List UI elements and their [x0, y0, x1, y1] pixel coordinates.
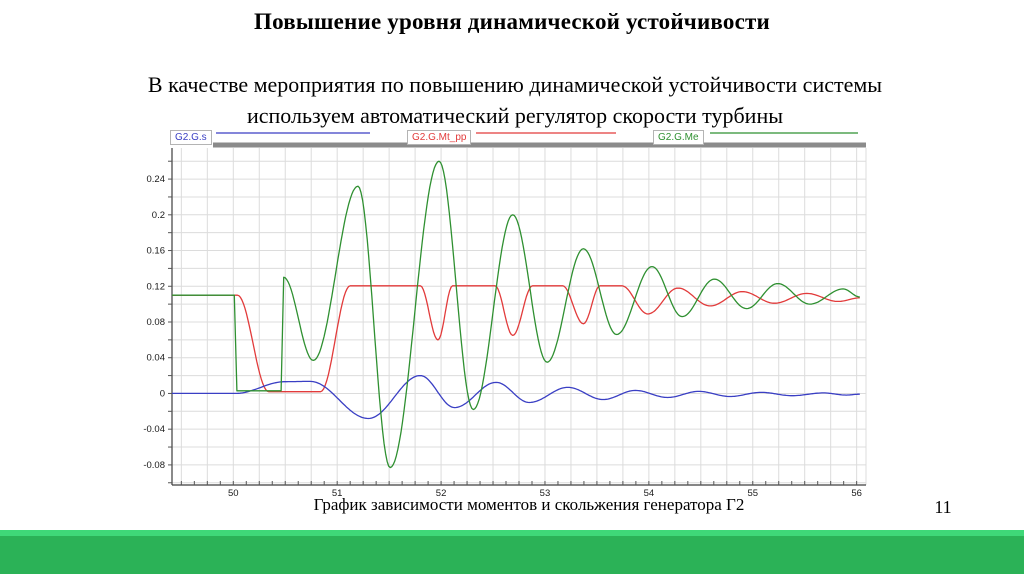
slide-title: Повышение уровня динамической устойчивос… [254, 9, 770, 34]
chart-gridlines [172, 148, 867, 485]
slide-body-line-2: используем автоматический регулятор скор… [246, 103, 784, 128]
chart-tick-labels: 50 51 52 53 54 55 56 0.24 0.2 0.16 0.12 0.08 0.04 0 -0… [143, 174, 862, 499]
legend-item-g2-g-mt-pp: G2.G.Mt_pp [407, 130, 472, 145]
series-g2-g-mt-pp-curve [172, 285, 860, 393]
x-tick-label: 52 [436, 488, 447, 499]
series-g2-g-s-curve [172, 374, 860, 420]
chart-top-bar [213, 142, 866, 148]
y-tick-label: 0.12 [147, 281, 166, 292]
chart-ticks [168, 160, 858, 485]
chart-curves [172, 160, 860, 469]
slide-body: В качестве мероприятия по повышению дина… [40, 69, 990, 131]
y-tick-label: 0.04 [147, 353, 166, 364]
y-tick-label: -0.08 [143, 460, 165, 471]
chart-caption: График зависимости моментов и скольжения… [313, 495, 745, 514]
y-tick-label: 0.08 [147, 317, 166, 328]
x-tick-label: 54 [644, 488, 655, 499]
footer-accent-stripe [0, 530, 1024, 536]
x-tick-label: 51 [332, 488, 343, 499]
y-tick-label: 0.16 [147, 246, 166, 257]
page-number: 11 [934, 497, 952, 517]
y-tick-label: 0.24 [147, 174, 166, 185]
legend-item-g2-g-me: G2.G.Me [653, 130, 704, 145]
x-tick-label: 53 [540, 488, 551, 499]
x-tick-label: 50 [228, 488, 239, 499]
series-g2-g-me-curve [172, 160, 860, 469]
x-tick-label: 55 [747, 488, 758, 499]
y-tick-label: 0 [160, 388, 165, 399]
slide-body-line-1: В качестве мероприятия по повышению дина… [147, 72, 883, 97]
footer-bar [0, 536, 1024, 574]
x-tick-label: 56 [851, 488, 862, 499]
y-tick-label: -0.04 [143, 424, 165, 435]
legend-item-g2-g-s: G2.G.s [170, 130, 212, 145]
y-tick-label: 0.2 [152, 210, 165, 221]
